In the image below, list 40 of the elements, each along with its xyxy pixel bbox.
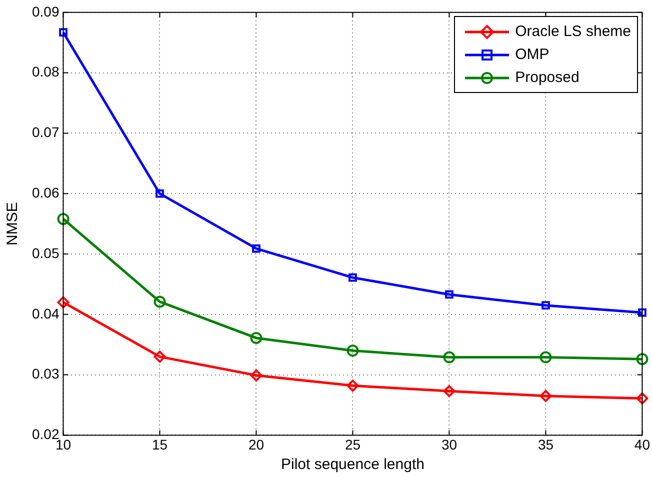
point xyxy=(445,290,454,299)
point xyxy=(638,308,646,317)
y-tick-label: 0.08 xyxy=(32,64,60,80)
y-tick-label: 0.09 xyxy=(32,3,60,20)
point xyxy=(57,296,70,308)
legend-label: Oracle LS sheme xyxy=(515,23,631,40)
x-tick-label: 25 xyxy=(344,436,361,452)
point xyxy=(636,353,648,366)
point xyxy=(156,189,164,198)
point xyxy=(636,392,648,404)
x-tick-label: 30 xyxy=(441,436,458,452)
x-axis-title: Pilot sequence length xyxy=(281,456,424,474)
legend-label: OMP xyxy=(515,46,550,63)
point xyxy=(540,390,552,402)
x-tick-label: 15 xyxy=(152,436,168,452)
y-tick-label: 0.07 xyxy=(32,124,60,140)
point xyxy=(346,380,359,392)
point xyxy=(154,296,166,308)
point xyxy=(443,351,456,364)
legend-label: Proposed xyxy=(515,69,580,86)
point xyxy=(443,385,456,398)
x-tick-label: 20 xyxy=(248,436,264,452)
point xyxy=(250,332,262,344)
point xyxy=(540,351,552,364)
point xyxy=(250,369,262,382)
y-tick-label: 0.03 xyxy=(32,366,60,382)
point xyxy=(154,350,166,363)
y-tick-label: 0.04 xyxy=(32,305,60,322)
point xyxy=(252,244,260,253)
x-tick-label: 10 xyxy=(55,436,72,452)
point xyxy=(348,273,357,282)
point xyxy=(542,301,550,310)
y-axis-title: NMSE xyxy=(4,202,22,246)
y-tick-label: 0.05 xyxy=(32,244,60,261)
y-tick-label: 0.06 xyxy=(32,184,60,200)
point xyxy=(59,28,68,37)
x-tick-label: 40 xyxy=(634,436,650,452)
x-tick-label: 35 xyxy=(538,436,554,452)
point xyxy=(346,344,359,357)
point xyxy=(57,212,70,225)
